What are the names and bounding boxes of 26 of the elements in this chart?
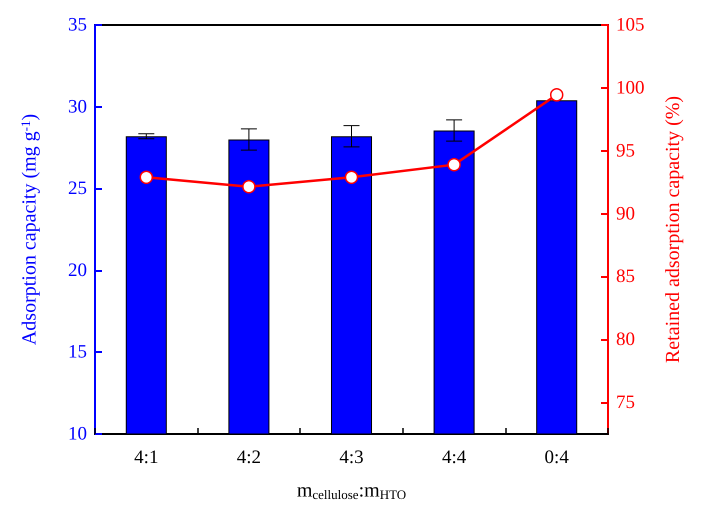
y2-tick-label: 85	[616, 266, 635, 288]
y-tick-label: 15	[68, 342, 87, 363]
y-tick-label: 25	[68, 178, 87, 200]
point	[242, 180, 256, 194]
point	[447, 158, 461, 172]
point	[140, 170, 154, 184]
y2-tick-label: 75	[616, 392, 635, 414]
x-tick-label: 4:2	[236, 447, 262, 468]
y-tick-label: 35	[68, 14, 87, 36]
y2-tick-label: 80	[616, 329, 635, 350]
x-axis-title: mcellulose:mHTO	[296, 480, 406, 502]
x-tick-label: 4:3	[339, 447, 364, 468]
y-axis-title: Adsorption capacity (mg g-1)	[18, 114, 40, 346]
y2-tick-label: 100	[616, 77, 644, 98]
y2-tick-label: 105	[616, 14, 644, 36]
x-tick-label: 4:4	[442, 447, 467, 468]
point	[344, 170, 358, 184]
point	[550, 88, 564, 102]
y-tick-label: 20	[68, 260, 87, 281]
y2-axis-title: Retained adsorption capacity (%)	[662, 96, 684, 364]
x-tick-label: 4:1	[134, 447, 158, 468]
y2-tick-label: 95	[616, 140, 635, 162]
x-tick-label: 0:4	[544, 447, 570, 468]
y-tick-label: 10	[68, 424, 87, 444]
y2-tick-label: 90	[616, 203, 635, 224]
y-tick-label: 30	[68, 96, 87, 118]
